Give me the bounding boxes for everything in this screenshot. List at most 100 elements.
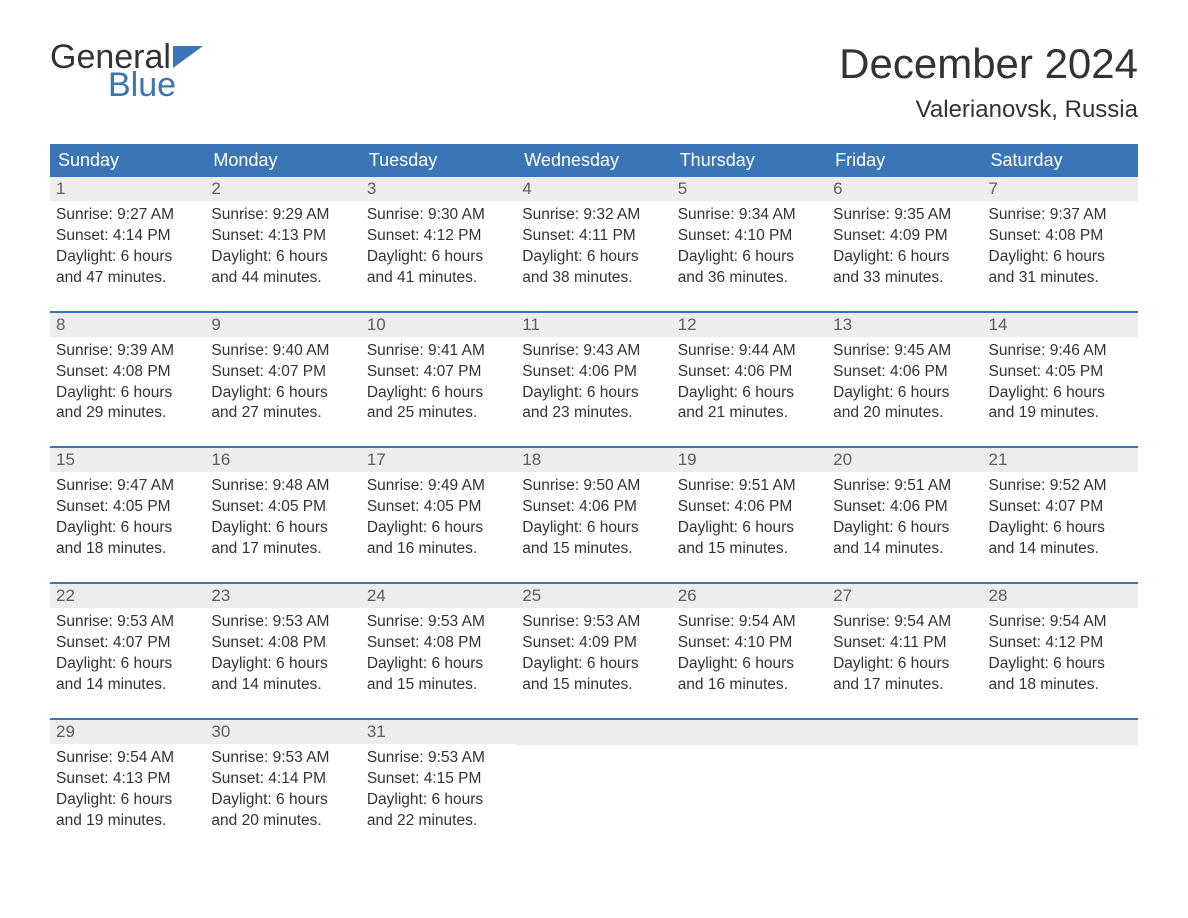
- calendar-cell: 9Sunrise: 9:40 AMSunset: 4:07 PMDaylight…: [205, 313, 360, 429]
- daylight-line: Daylight: 6 hours and 27 minutes.: [211, 383, 354, 425]
- day-body: Sunrise: 9:48 AMSunset: 4:05 PMDaylight:…: [205, 472, 360, 564]
- calendar-cell: 2Sunrise: 9:29 AMSunset: 4:13 PMDaylight…: [205, 177, 360, 293]
- day-body: Sunrise: 9:35 AMSunset: 4:09 PMDaylight:…: [827, 201, 982, 293]
- calendar-cell: 17Sunrise: 9:49 AMSunset: 4:05 PMDayligh…: [361, 448, 516, 564]
- day-body: Sunrise: 9:41 AMSunset: 4:07 PMDaylight:…: [361, 337, 516, 429]
- day-number: 22: [50, 584, 205, 608]
- day-body: Sunrise: 9:34 AMSunset: 4:10 PMDaylight:…: [672, 201, 827, 293]
- daylight-line: Daylight: 6 hours and 47 minutes.: [56, 247, 199, 289]
- sunrise-line: Sunrise: 9:54 AM: [678, 612, 821, 633]
- sunrise-line: Sunrise: 9:53 AM: [367, 748, 510, 769]
- sunset-line: Sunset: 4:12 PM: [989, 633, 1132, 654]
- daylight-line: Daylight: 6 hours and 15 minutes.: [678, 518, 821, 560]
- title-block: December 2024 Valerianovsk, Russia: [839, 40, 1138, 138]
- calendar-cell: 31 Sunrise: 9:53 AMSunset: 4:15 PMDayligh…: [361, 720, 516, 836]
- day-number: 24: [361, 584, 516, 608]
- day-number: 17: [361, 448, 516, 472]
- daylight-line: Daylight: 6 hours and 29 minutes.: [56, 383, 199, 425]
- day-number: [516, 720, 671, 745]
- day-body: Sunrise: 9:37 AMSunset: 4:08 PMDaylight:…: [983, 201, 1138, 293]
- calendar-cell: 1Sunrise: 9:27 AMSunset: 4:14 PMDaylight…: [50, 177, 205, 293]
- sunrise-line: Sunrise: 9:50 AM: [522, 476, 665, 497]
- sunrise-line: Sunrise: 9:45 AM: [833, 341, 976, 362]
- calendar-cell: [827, 720, 982, 836]
- sunrise-line: Sunrise: 9:51 AM: [833, 476, 976, 497]
- dayname: Saturday: [983, 144, 1138, 177]
- day-number: 27: [827, 584, 982, 608]
- calendar-cell: 29Sunrise: 9:54 AMSunset: 4:13 PMDayligh…: [50, 720, 205, 836]
- flag-icon: [173, 46, 203, 68]
- sunset-line: Sunset: 4:05 PM: [211, 497, 354, 518]
- day-number: [672, 720, 827, 745]
- day-body: Sunrise: 9:53 AMSunset: 4:14 PMDaylight:…: [205, 744, 360, 836]
- calendar-cell: 22 Sunrise: 9:53 AMSunset: 4:07 PMDayligh…: [50, 584, 205, 700]
- daylight-line: Daylight: 6 hours and 21 minutes.: [678, 383, 821, 425]
- week-row: 8Sunrise: 9:39 AMSunset: 4:08 PMDaylight…: [50, 311, 1138, 429]
- daylight-line: Daylight: 6 hours and 16 minutes.: [678, 654, 821, 696]
- daylight-line: Daylight: 6 hours and 16 minutes.: [367, 518, 510, 560]
- sunrise-line: Sunrise: 9:54 AM: [56, 748, 199, 769]
- sunset-line: Sunset: 4:06 PM: [522, 362, 665, 383]
- daylight-line: Daylight: 6 hours and 14 minutes.: [989, 518, 1132, 560]
- sunrise-line: Sunrise: 9:48 AM: [211, 476, 354, 497]
- day-number: 14: [983, 313, 1138, 337]
- daylight-line: Daylight: 6 hours and 14 minutes.: [56, 654, 199, 696]
- daylight-line: Daylight: 6 hours and 23 minutes.: [522, 383, 665, 425]
- calendar-cell: 24Sunrise: 9:53 AMSunset: 4:08 PMDayligh…: [361, 584, 516, 700]
- sunrise-line: Sunrise: 9:43 AM: [522, 341, 665, 362]
- day-number: 31: [361, 720, 516, 744]
- daylight-line: Daylight: 6 hours and 33 minutes.: [833, 247, 976, 289]
- sunrise-line: Sunrise: 9:54 AM: [989, 612, 1132, 633]
- daylight-line: Daylight: 6 hours and 18 minutes.: [989, 654, 1132, 696]
- calendar-cell: 20Sunrise: 9:51 AMSunset: 4:06 PMDayligh…: [827, 448, 982, 564]
- calendar-cell: 7Sunrise: 9:37 AMSunset: 4:08 PMDaylight…: [983, 177, 1138, 293]
- daylight-line: Daylight: 6 hours and 14 minutes.: [211, 654, 354, 696]
- calendar-cell: 6Sunrise: 9:35 AMSunset: 4:09 PMDaylight…: [827, 177, 982, 293]
- daylight-line: Daylight: 6 hours and 41 minutes.: [367, 247, 510, 289]
- day-number: 21: [983, 448, 1138, 472]
- sunrise-line: Sunrise: 9:53 AM: [56, 612, 199, 633]
- day-body: Sunrise: 9:54 AMSunset: 4:11 PMDaylight:…: [827, 608, 982, 700]
- sunset-line: Sunset: 4:05 PM: [367, 497, 510, 518]
- sunrise-line: Sunrise: 9:32 AM: [522, 205, 665, 226]
- day-number: 20: [827, 448, 982, 472]
- day-number: 12: [672, 313, 827, 337]
- calendar-cell: 13Sunrise: 9:45 AMSunset: 4:06 PMDayligh…: [827, 313, 982, 429]
- day-number: 30: [205, 720, 360, 744]
- sunset-line: Sunset: 4:07 PM: [56, 633, 199, 654]
- week-row: 15Sunrise: 9:47 AMSunset: 4:05 PMDayligh…: [50, 446, 1138, 564]
- week-row: 22Sunrise: 9:53 AMSunset: 4:07 PMDayligh…: [50, 582, 1138, 700]
- sunset-line: Sunset: 4:08 PM: [989, 226, 1132, 247]
- day-body: Sunrise: 9:54 AMSunset: 4:10 PMDaylight:…: [672, 608, 827, 700]
- sunrise-line: Sunrise: 9:53 AM: [211, 612, 354, 633]
- dayname: Wednesday: [516, 144, 671, 177]
- sunrise-line: Sunrise: 9:30 AM: [367, 205, 510, 226]
- day-header-row: Sunday Monday Tuesday Wednesday Thursday…: [50, 144, 1138, 177]
- daylight-line: Daylight: 6 hours and 38 minutes.: [522, 247, 665, 289]
- day-number: 10: [361, 313, 516, 337]
- calendar-cell: 15Sunrise: 9:47 AMSunset: 4:05 PMDayligh…: [50, 448, 205, 564]
- day-number: 13: [827, 313, 982, 337]
- daylight-line: Daylight: 6 hours and 19 minutes.: [56, 790, 199, 832]
- sunset-line: Sunset: 4:06 PM: [678, 497, 821, 518]
- day-body: Sunrise: 9:39 AMSunset: 4:08 PMDaylight:…: [50, 337, 205, 429]
- day-body: Sunrise: 9:45 AMSunset: 4:06 PMDaylight:…: [827, 337, 982, 429]
- sunrise-line: Sunrise: 9:34 AM: [678, 205, 821, 226]
- calendar-cell: 8Sunrise: 9:39 AMSunset: 4:08 PMDaylight…: [50, 313, 205, 429]
- day-number: 26: [672, 584, 827, 608]
- sunrise-line: Sunrise: 9:39 AM: [56, 341, 199, 362]
- sunset-line: Sunset: 4:06 PM: [833, 362, 976, 383]
- day-body: Sunrise: 9:54 AMSunset: 4:12 PMDaylight:…: [983, 608, 1138, 700]
- dayname: Thursday: [672, 144, 827, 177]
- calendar-cell: 26Sunrise: 9:54 AMSunset: 4:10 PMDayligh…: [672, 584, 827, 700]
- day-number: 7: [983, 177, 1138, 201]
- day-number: 9: [205, 313, 360, 337]
- sunset-line: Sunset: 4:15 PM: [367, 769, 510, 790]
- sunrise-line: Sunrise: 9:53 AM: [211, 748, 354, 769]
- daylight-line: Daylight: 6 hours and 22 minutes.: [367, 790, 510, 832]
- day-body: Sunrise: 9:53 AMSunset: 4:09 PMDaylight:…: [516, 608, 671, 700]
- day-body: Sunrise: 9:30 AMSunset: 4:12 PMDaylight:…: [361, 201, 516, 293]
- calendar-cell: 19Sunrise: 9:51 AMSunset: 4:06 PMDayligh…: [672, 448, 827, 564]
- daylight-line: Daylight: 6 hours and 17 minutes.: [833, 654, 976, 696]
- day-body: Sunrise: 9:43 AMSunset: 4:06 PMDaylight:…: [516, 337, 671, 429]
